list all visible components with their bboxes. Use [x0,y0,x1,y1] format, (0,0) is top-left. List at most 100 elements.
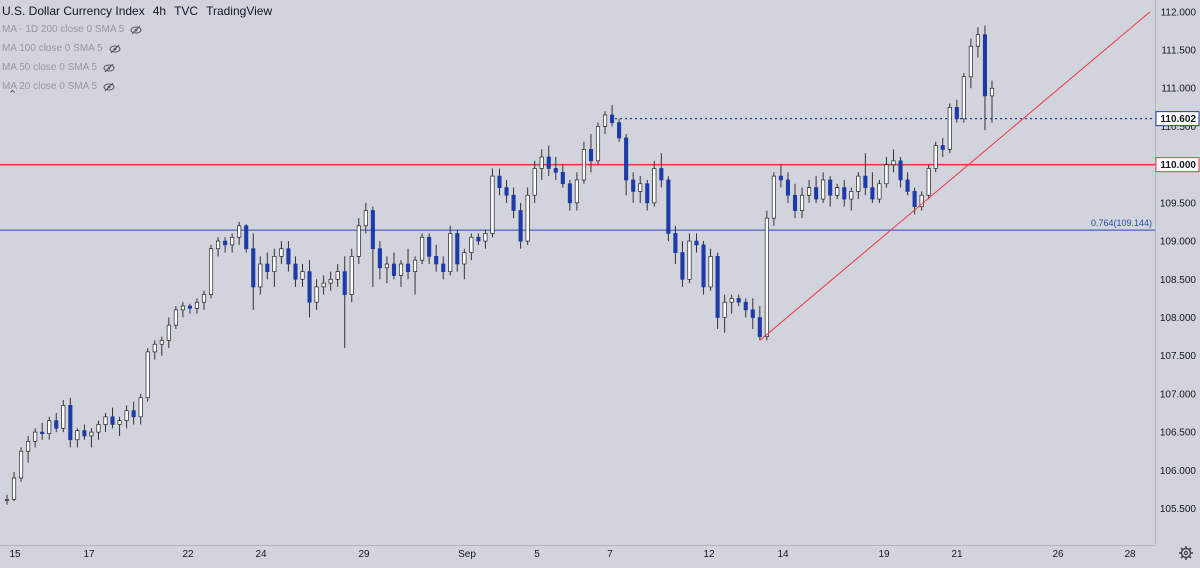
y-tick-label: 112.000 [1161,7,1197,18]
candle-body [104,417,107,425]
x-tick-label: 17 [83,549,95,560]
source-label: TradingView [206,4,272,18]
candle-body [843,188,846,199]
candle-body [125,411,128,421]
candle-body [688,241,691,279]
candle-body [413,260,416,271]
x-tick-label: 26 [1052,549,1064,560]
candle-body [62,405,65,428]
candle-body [526,195,529,241]
candle-body [864,176,867,187]
candle-body [927,168,930,195]
price-label-high: 110.602 [1160,114,1196,125]
indicator-label: MA 50 close 0 SMA 5 [2,58,97,77]
candle-body [463,253,466,264]
y-tick-label: 105.500 [1160,504,1197,515]
indicator-ma-1d-200[interactable]: MA - 1D 200 close 0 SMA 5 [2,20,280,39]
candle-body [765,218,768,336]
candle-body [420,237,423,260]
y-tick-label: 106.500 [1160,428,1197,439]
candle-body [146,352,149,398]
candle-body [716,256,719,317]
candle-body [273,256,276,271]
y-tick-label: 106.000 [1160,466,1197,477]
candle-body [427,237,430,256]
gear-icon[interactable] [1178,545,1194,561]
candle-body [385,264,388,268]
candle-body [906,180,909,191]
candle-body [582,149,585,180]
candle-body [779,176,782,180]
x-tick-label: 15 [9,549,21,560]
candle-body [12,478,15,499]
candle-body [814,188,817,199]
indicator-ma-20[interactable]: MA 20 close 0 SMA 5 [2,77,280,96]
candle-body [202,295,205,303]
candle-body [631,180,634,191]
candle-body [695,241,698,245]
candle-body [434,256,437,264]
candle-body [442,264,445,272]
candle-body [596,126,599,160]
candle-body [357,226,360,257]
candle-body [547,157,550,168]
candle-body [322,283,325,287]
candle-body [153,344,156,352]
candle-body [737,298,740,302]
candle-body [336,272,339,280]
fib-label: 0.764(109.144) [1091,218,1152,228]
candle-body [955,107,958,118]
candle-body [223,241,226,245]
collapse-legend-chevron-up-icon[interactable]: ⌃ [8,88,17,101]
candle-body [561,172,564,183]
eye-crossed-icon[interactable] [130,24,142,36]
candle-body [934,146,937,169]
eye-crossed-icon[interactable] [103,81,115,93]
candle-body [477,237,480,241]
candle-body [871,188,874,199]
candle-body [364,211,367,226]
candle-body [484,233,487,241]
x-tick-label: Sep [458,549,476,560]
candle-body [83,431,86,436]
candle-body [828,180,831,195]
y-tick-label: 107.500 [1160,351,1197,362]
indicator-ma-50[interactable]: MA 50 close 0 SMA 5 [2,58,280,77]
x-tick-label: 22 [182,549,194,560]
candle-body [624,138,627,180]
eye-crossed-icon[interactable] [103,62,115,74]
candle-body [610,115,613,123]
x-tick-label: 21 [951,549,963,560]
candle-body [174,310,177,325]
x-tick-label: 28 [1124,549,1136,560]
candle-body [287,249,290,264]
candle-body [885,165,888,184]
x-tick-label: 29 [358,549,370,560]
price-label-resistance: 110.000 [1160,160,1196,171]
candle-body [315,287,318,302]
candle-body [617,123,620,138]
candle-body [878,184,881,199]
candle-body [216,241,219,249]
candle-body [969,46,972,77]
candle-body [55,421,58,429]
indicator-ma-100[interactable]: MA 100 close 0 SMA 5 [2,39,280,58]
y-tick-label: 111.000 [1161,84,1196,95]
candle-body [786,180,789,195]
candle-body [280,249,283,257]
candle-body [139,398,142,417]
candle-body [69,405,72,439]
x-tick-label: 7 [607,549,613,560]
y-tick-label: 107.000 [1160,389,1197,400]
eye-crossed-icon[interactable] [109,43,121,55]
candle-body [188,306,191,308]
candle-body [48,421,51,434]
candle-body [948,107,951,149]
candle-body [118,421,121,425]
candle-body [836,188,839,196]
candle-body [181,306,184,310]
y-tick-label: 108.000 [1160,313,1197,324]
x-tick-label: 12 [703,549,715,560]
candle-body [575,180,578,203]
